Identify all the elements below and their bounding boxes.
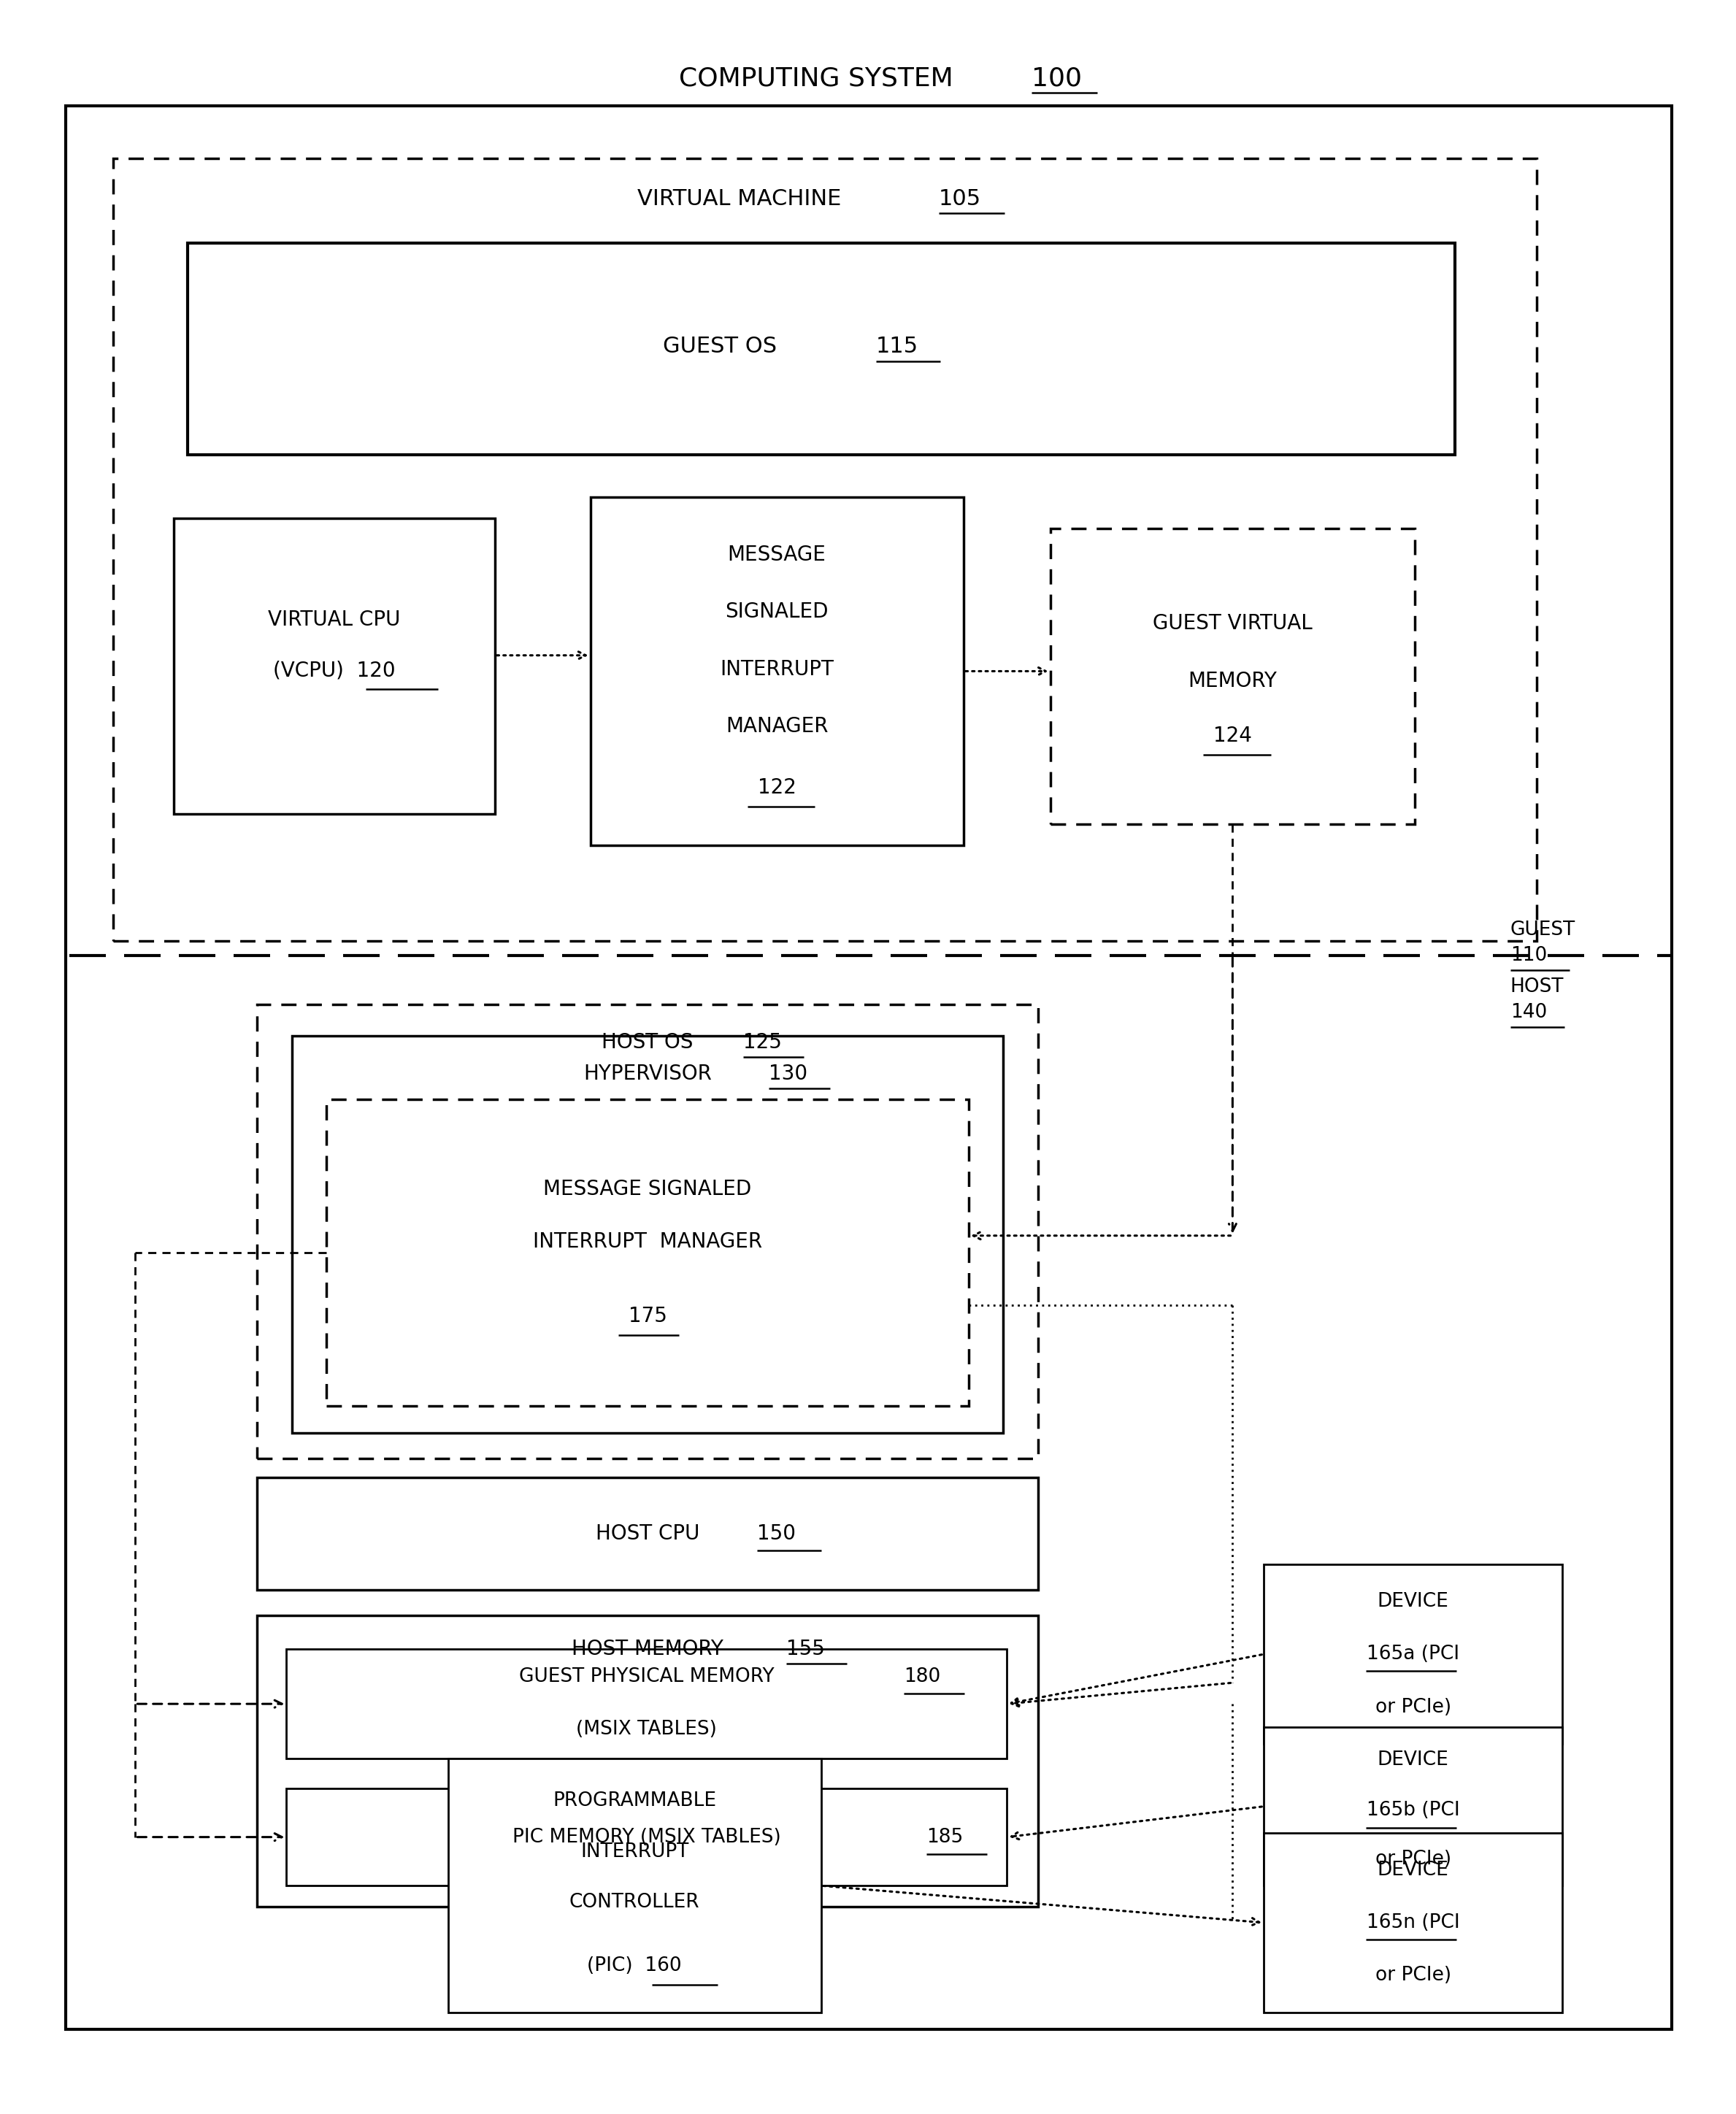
Text: 115: 115 [877,336,918,357]
Text: DEVICE: DEVICE [1377,1592,1450,1611]
Text: 122: 122 [757,778,797,797]
Bar [1264,1727,1562,1886]
Text: INTERRUPT: INTERRUPT [580,1843,689,1860]
Text: 124: 124 [1213,725,1252,746]
Text: PIC MEMORY (MSIX TABLES): PIC MEMORY (MSIX TABLES) [512,1829,781,1846]
Text: HOST CPU: HOST CPU [595,1524,700,1543]
Bar [257,1004,1038,1459]
Bar [1264,1564,1562,1744]
Text: (VCPU)  120: (VCPU) 120 [273,660,396,681]
Text: 100: 100 [1031,66,1082,91]
Bar [448,1759,821,2013]
Text: HOST: HOST [1510,979,1564,996]
Text: 150: 150 [757,1524,795,1543]
Text: HOST MEMORY: HOST MEMORY [571,1638,724,1659]
Bar [590,497,963,846]
Text: 165a (PCI: 165a (PCI [1366,1645,1460,1664]
Text: 175: 175 [628,1306,667,1325]
Text: 165b (PCI: 165b (PCI [1366,1801,1460,1820]
Bar [1050,528,1415,824]
Text: (MSIX TABLES): (MSIX TABLES) [576,1721,717,1738]
Text: 105: 105 [939,188,981,209]
Text: GUEST OS: GUEST OS [663,336,776,357]
Text: 110: 110 [1510,947,1547,964]
Text: 180: 180 [903,1668,941,1685]
Bar [257,1615,1038,1907]
Bar [257,1478,1038,1590]
Text: GUEST PHYSICAL MEMORY: GUEST PHYSICAL MEMORY [519,1668,774,1685]
Text: GUEST: GUEST [1510,922,1576,939]
Bar [113,159,1536,941]
Text: 125: 125 [743,1032,781,1053]
Text: MANAGER: MANAGER [726,717,828,736]
Text: HYPERVISOR: HYPERVISOR [583,1063,712,1084]
Text: MEMORY: MEMORY [1187,670,1278,691]
Text: (PIC)  160: (PIC) 160 [587,1958,682,1974]
Text: VIRTUAL MACHINE: VIRTUAL MACHINE [637,188,842,209]
Text: 155: 155 [786,1638,825,1659]
Bar [286,1649,1007,1759]
Text: or PCIe): or PCIe) [1375,1698,1451,1717]
Text: VIRTUAL CPU: VIRTUAL CPU [267,609,401,630]
Text: PROGRAMMABLE: PROGRAMMABLE [552,1793,717,1810]
Text: or PCIe): or PCIe) [1375,1850,1451,1869]
Bar [326,1099,969,1406]
Text: INTERRUPT: INTERRUPT [720,660,833,679]
Text: 130: 130 [769,1063,807,1084]
Text: INTERRUPT  MANAGER: INTERRUPT MANAGER [533,1232,762,1251]
Text: COMPUTING SYSTEM: COMPUTING SYSTEM [679,66,953,91]
Text: HOST OS: HOST OS [602,1032,693,1053]
Bar [286,1788,1007,1886]
Text: GUEST VIRTUAL: GUEST VIRTUAL [1153,613,1312,634]
Text: 140: 140 [1510,1004,1547,1021]
Text: 185: 185 [927,1829,963,1846]
Text: DEVICE: DEVICE [1377,1860,1450,1879]
Bar [174,518,495,814]
Text: SIGNALED: SIGNALED [726,602,828,622]
Text: DEVICE: DEVICE [1377,1750,1450,1769]
Text: or PCIe): or PCIe) [1375,1966,1451,1985]
Bar [292,1036,1003,1433]
Text: MESSAGE SIGNALED: MESSAGE SIGNALED [543,1180,752,1199]
Bar [1264,1833,1562,2013]
Text: CONTROLLER: CONTROLLER [569,1894,700,1911]
Bar [187,243,1455,455]
Text: 165n (PCI: 165n (PCI [1366,1913,1460,1932]
Text: MESSAGE: MESSAGE [727,545,826,564]
